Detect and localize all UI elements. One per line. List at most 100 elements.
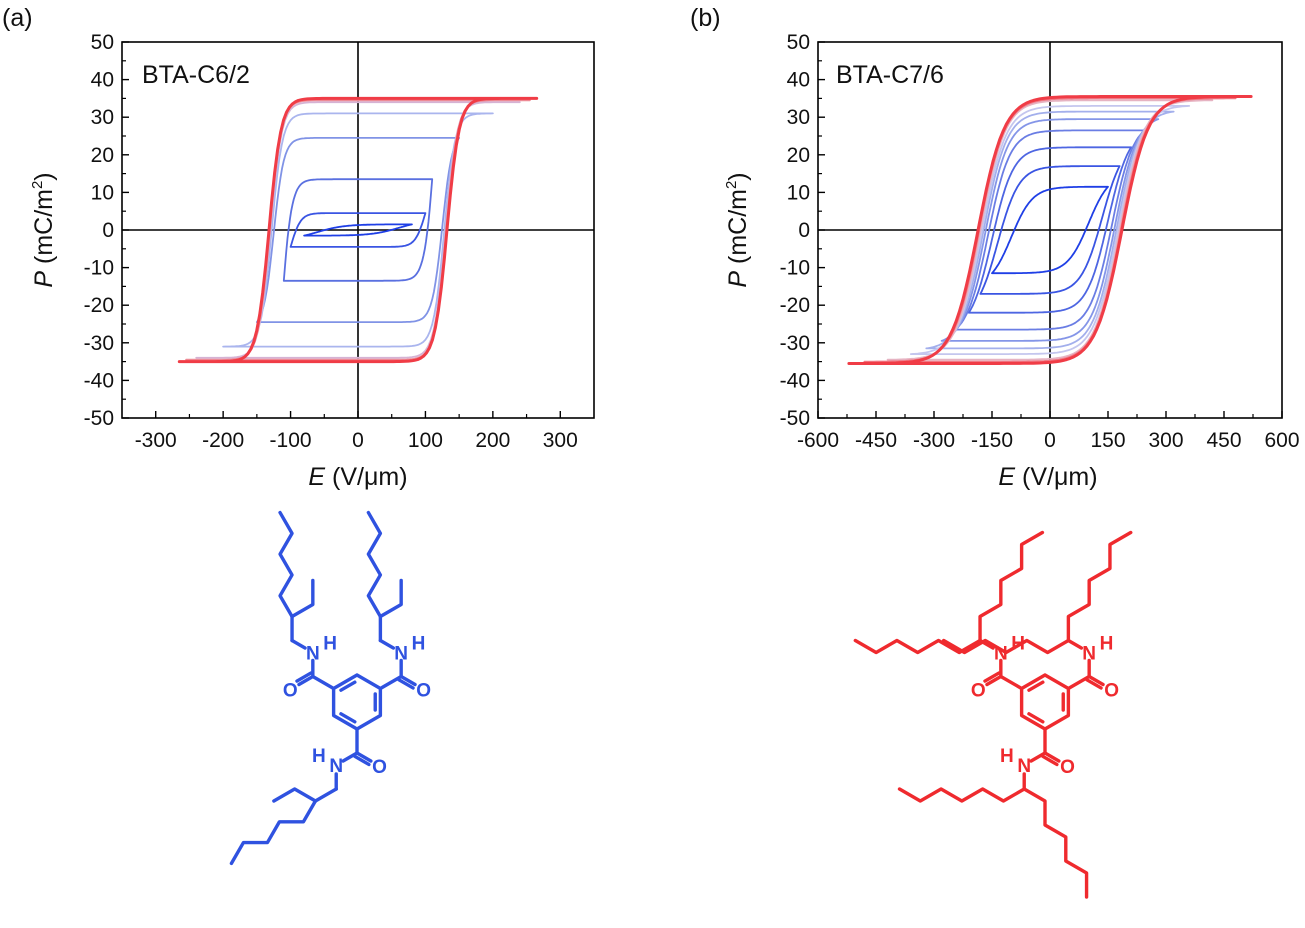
x-axis-title-a: E (V/μm) — [308, 463, 407, 491]
x-tick-label: -100 — [270, 429, 312, 452]
oxygen-atom: O — [283, 681, 298, 702]
alkyl-bond — [313, 787, 338, 803]
panel-label-a: (a) — [2, 4, 33, 32]
y-tick-label: -40 — [84, 369, 114, 392]
carbonyl-double-bond — [295, 671, 313, 683]
y-axis-title-b: P (mC/m2) — [723, 172, 752, 287]
hysteresis-loop-series-1 — [303, 223, 413, 237]
x-tick-label: 0 — [352, 429, 364, 452]
x-tick-label: 450 — [1206, 429, 1241, 452]
x-tick-label: 0 — [1044, 429, 1056, 452]
ring-to-carbonyl-bond — [378, 674, 403, 691]
hysteresis-loop-series-2 — [289, 212, 427, 248]
hysteresis-loop-series-8 — [886, 99, 1214, 361]
amide-bond — [1029, 751, 1047, 763]
y-tick-label: -20 — [84, 294, 114, 317]
hydrogen-atom: H — [1100, 634, 1114, 655]
carbonyl-bond — [1087, 674, 1105, 687]
x-tick-label: -150 — [971, 429, 1013, 452]
ring-to-carbonyl-bond — [999, 674, 1024, 691]
hexyl-chain — [978, 530, 1045, 643]
y-tick-label: -50 — [780, 407, 810, 430]
carbonyl-bond — [1043, 751, 1061, 763]
n-alkyl-bond — [290, 638, 307, 650]
ethyl-branch — [290, 578, 315, 619]
loop-group — [177, 96, 539, 364]
x-tick-label: 100 — [408, 429, 443, 452]
aromatic-double-bond — [1027, 712, 1045, 724]
benzene-ring — [1019, 673, 1071, 731]
hexyl-chain — [1022, 787, 1089, 899]
panel-b: (b) -600 -450 -300 -150 0 150 300 450 600-50-40-… — [690, 4, 1300, 899]
hysteresis-loop-series-8 — [177, 96, 539, 364]
x-tick-label: 300 — [543, 429, 578, 452]
x-tick-label: 150 — [1090, 429, 1125, 452]
oxygen-atom: O — [372, 757, 387, 778]
y-tick-label: -20 — [780, 294, 810, 317]
carbonyl-double-bond — [1085, 678, 1103, 690]
x-tick-label: -300 — [913, 429, 955, 452]
butyl-chain — [229, 799, 318, 866]
y-tick-label: 20 — [787, 144, 810, 167]
butyl-chain — [366, 510, 383, 619]
hexyl-chain — [853, 638, 982, 655]
y-tick-label: -30 — [780, 332, 810, 355]
carbonyl-double-bond — [397, 678, 415, 690]
y-tick-label: 0 — [102, 219, 114, 242]
hysteresis-loop-series-5 — [940, 118, 1160, 342]
aromatic-double-bond — [339, 712, 357, 724]
hysteresis-chart-b: -600 -450 -300 -150 0 150 300 450 600-50-40-30-2… — [780, 31, 1300, 452]
ethyl-branch — [272, 787, 318, 803]
carbonyl-double-bond — [983, 671, 1001, 683]
oxygen-atom: O — [1060, 757, 1075, 778]
hysteresis-loop-series-2 — [979, 165, 1121, 295]
ring-to-carbonyl-bond — [1066, 674, 1091, 691]
nitrogen-atom: N — [306, 644, 320, 665]
y-tick-label: 10 — [787, 181, 810, 204]
hysteresis-loop-series-6 — [195, 101, 521, 359]
ring-to-carbonyl-bond — [311, 674, 336, 691]
x-tick-label: 300 — [1148, 429, 1183, 452]
carbonyl-bond — [297, 674, 315, 687]
x-tick-label: -450 — [855, 429, 897, 452]
nitrogen-atom: N — [1082, 644, 1096, 665]
sample-label-b: BTA-C7/6 — [836, 61, 944, 89]
x-tick-label: 200 — [475, 429, 510, 452]
carbonyl-bond — [399, 674, 417, 687]
x-tick-label: 600 — [1264, 429, 1299, 452]
y-tick-label: 30 — [91, 106, 114, 129]
carbonyl-double-bond — [1041, 754, 1059, 767]
oxygen-atom: O — [416, 681, 431, 702]
hysteresis-loop-series-6 — [925, 110, 1175, 350]
y-tick-label: 20 — [91, 144, 114, 167]
y-tick-label: 40 — [787, 69, 810, 92]
n-alkyl-bond — [378, 638, 396, 650]
butyl-chain — [278, 510, 294, 619]
y-tick-label: -50 — [84, 407, 114, 430]
hydrogen-atom: H — [412, 634, 426, 655]
y-tick-label: 50 — [787, 31, 810, 54]
carbonyl-bond — [985, 674, 1003, 687]
oxygen-atom: O — [971, 681, 986, 702]
hysteresis-loop-series-10 — [847, 95, 1253, 365]
hysteresis-loop-series-5 — [222, 112, 494, 348]
hydrogen-atom: H — [312, 746, 326, 767]
y-axis-title-a: P (mC/m2) — [29, 172, 58, 287]
aromatic-double-bond — [339, 680, 357, 692]
hysteresis-loop-series-1 — [991, 185, 1109, 275]
loop-group — [847, 95, 1253, 365]
y-tick-label: 50 — [91, 31, 114, 54]
amide-bond — [341, 751, 359, 763]
nitrogen-atom: N — [1017, 756, 1031, 777]
aromatic-double-bond — [1027, 680, 1045, 692]
benzene-ring — [331, 673, 383, 731]
hexyl-chain — [1066, 530, 1133, 643]
panel-label-b: (b) — [690, 4, 721, 32]
y-tick-label: 0 — [798, 219, 810, 242]
hexyl-chain — [897, 787, 1026, 803]
y-tick-label: -10 — [84, 257, 114, 280]
nitrogen-atom: N — [329, 756, 343, 777]
